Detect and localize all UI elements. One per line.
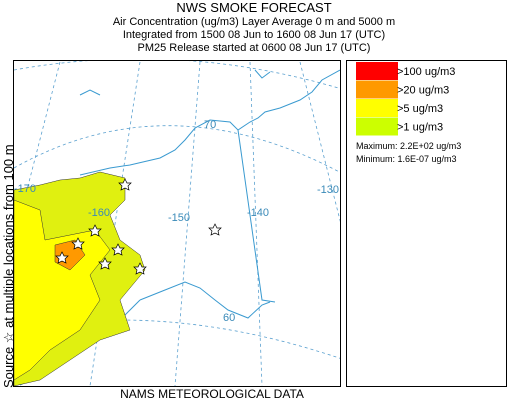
graticule — [14, 61, 340, 386]
subtitle: Air Concentration (ug/m3) Layer Average … — [113, 16, 395, 28]
legend-frame — [346, 60, 507, 387]
minimum: Minimum: 1.6E-07 ug/m3 — [356, 154, 457, 164]
longitude-label: -140 — [247, 207, 269, 219]
legend-swatch — [356, 62, 398, 80]
longitude-label: -170 — [14, 183, 36, 195]
legend-swatch — [356, 80, 398, 99]
source-markers — [55, 178, 222, 275]
legend: >100 ug/m3 >20 ug/m3 >5 ug/m3 >1 ug/m3 — [356, 62, 455, 136]
map-frame — [13, 60, 341, 387]
legend-label: >1 ug/m3 — [397, 122, 443, 134]
map: -170 -160 -150 -140 -130 70 60 — [14, 61, 340, 386]
legend-swatch — [356, 99, 398, 117]
footer: NAMS METEOROLOGICAL DATA — [120, 387, 304, 401]
subtitle: Integrated from 1500 08 Jun to 1600 08 J… — [123, 29, 385, 41]
side-label: Source ☆ at multiple locations from 100 … — [1, 144, 16, 388]
latitude-label: 60 — [223, 312, 235, 324]
legend-label: >100 ug/m3 — [397, 66, 455, 78]
smoke-plume — [14, 171, 146, 386]
longitude-label: -160 — [88, 207, 110, 219]
longitude-label: -150 — [168, 212, 190, 224]
subtitle: PM25 Release started at 0600 08 Jun 17 (… — [138, 42, 371, 54]
longitude-label: -130 — [317, 184, 339, 196]
legend-label: >5 ug/m3 — [397, 103, 443, 115]
title: NWS SMOKE FORECAST — [176, 0, 331, 15]
legend-swatch — [356, 117, 398, 136]
legend-label: >20 ug/m3 — [397, 85, 449, 97]
latitude-label: 70 — [204, 119, 216, 131]
maximum: Maximum: 2.2E+02 ug/m3 — [356, 141, 461, 151]
